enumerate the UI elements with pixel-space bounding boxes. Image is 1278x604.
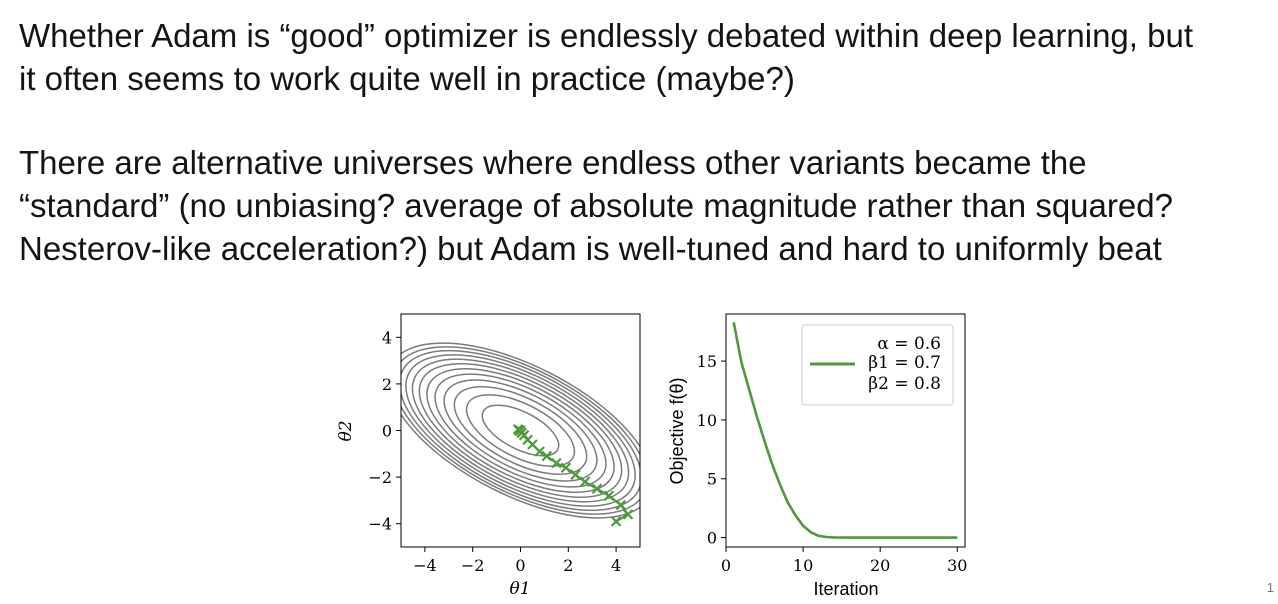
objective-line [732, 321, 958, 539]
legend-box [801, 324, 954, 406]
y-axis-label: Objective f(θ) [667, 377, 687, 484]
text-line: it often seems to work quite well in pra… [19, 60, 795, 97]
x-tick-label: 10 [793, 556, 813, 575]
contour-level [434, 373, 607, 488]
trajectory-point [551, 457, 562, 469]
x-tick-label: 0 [721, 556, 731, 575]
y-tick-label: −2 [368, 468, 392, 487]
contour-chart: −4 −2 0 2 4 4 2 0 −2 −4 θ1 θ2 [336, 313, 641, 599]
x-axis-label: θ1 [509, 579, 530, 599]
x-tick-label: 30 [947, 556, 967, 575]
contour-level [401, 346, 640, 515]
text-line: There are alternative universes where en… [19, 144, 1087, 181]
contour-level [411, 358, 630, 503]
y-axis-label: θ2 [336, 420, 356, 441]
y-tick-label: 0 [707, 529, 717, 548]
contour-level [481, 404, 560, 457]
legend-entry-alpha: α = 0.6 [877, 334, 941, 354]
trajectory-point [515, 425, 526, 436]
legend: α = 0.6 β1 = 0.7 β2 = 0.8 [801, 324, 954, 406]
contour-level [443, 379, 598, 482]
x-tick-label: 2 [563, 556, 573, 575]
contour-level [418, 363, 623, 498]
trajectory-point [610, 516, 622, 527]
x-axis-label: Iteration [813, 579, 878, 599]
contour-level [401, 349, 640, 512]
y-tick-label: 5 [707, 470, 717, 489]
y-tick-label: 2 [382, 375, 392, 394]
contour-level [426, 367, 615, 494]
legend-entry-beta2: β2 = 0.8 [868, 374, 941, 394]
y-tick-label: 10 [697, 411, 717, 430]
text-line: “standard” (no unbiasing? average of abs… [19, 187, 1173, 224]
trajectory-point [603, 490, 615, 502]
trajectory-point [591, 483, 603, 495]
y-tick-label: 15 [697, 352, 717, 371]
trajectory-point [541, 450, 553, 462]
y-tick-label: 4 [382, 328, 392, 347]
text-line: Whether Adam is “good” optimizer is endl… [19, 17, 1193, 54]
paragraph-alternative-universes: There are alternative universes where en… [19, 141, 1173, 270]
y-axis-ticks: 0 5 10 15 [697, 352, 726, 548]
trajectory-point [579, 476, 591, 488]
x-tick-label: 4 [611, 556, 621, 575]
trajectory [512, 424, 634, 527]
text-line: Nesterov-like acceleration?) but Adam is… [19, 230, 1162, 267]
y-tick-label: 0 [382, 422, 392, 441]
trajectory-point [615, 499, 627, 511]
x-tick-label: −4 [413, 556, 437, 575]
legend-entry-beta1: β1 = 0.7 [868, 353, 941, 373]
page-number: 1 [1266, 580, 1274, 595]
trajectory-point [622, 509, 634, 520]
trajectory-point [570, 469, 581, 481]
contour-level [465, 394, 576, 467]
contour-level [401, 342, 640, 519]
contour-lines [401, 342, 640, 519]
x-axis-ticks: 0 10 20 30 [721, 547, 967, 575]
paragraph-adam-debate: Whether Adam is “good” optimizer is endl… [19, 14, 1193, 100]
series-line [732, 321, 958, 539]
plot-frame [725, 313, 966, 548]
x-tick-label: 20 [870, 556, 890, 575]
x-tick-label: 0 [515, 556, 525, 575]
contour-level [453, 386, 588, 475]
x-tick-label: −2 [461, 556, 485, 575]
contour-level [405, 354, 636, 507]
y-axis-ticks: 4 2 0 −2 −4 [368, 328, 401, 534]
y-tick-label: −4 [368, 515, 392, 534]
x-axis-ticks: −4 −2 0 2 4 [413, 547, 621, 575]
trajectory-point [560, 462, 572, 474]
